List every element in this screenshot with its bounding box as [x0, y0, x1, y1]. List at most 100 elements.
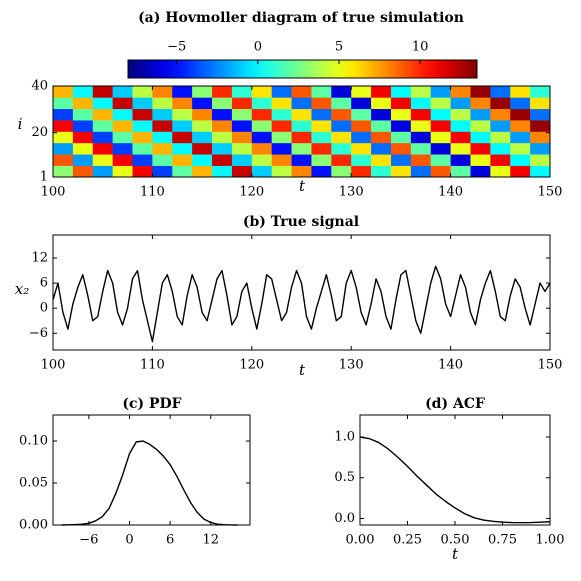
heat-cell — [331, 97, 352, 110]
heat-cell — [212, 97, 233, 110]
heat-cell — [351, 165, 372, 178]
heat-cell — [311, 86, 332, 98]
heat-cell — [212, 131, 233, 144]
y-axis-label: i — [18, 115, 23, 133]
heat-cell — [132, 97, 153, 110]
heat-cell — [311, 97, 332, 110]
heat-cell — [331, 108, 352, 121]
x-axis-label: t — [452, 545, 459, 563]
heat-cell — [510, 97, 531, 110]
heat-cell — [53, 86, 74, 98]
y-tick-label: 12 — [31, 251, 48, 266]
heat-cell — [371, 154, 392, 166]
heat-cell — [72, 120, 94, 132]
heat-cell — [112, 154, 133, 166]
heat-cell — [351, 142, 372, 155]
heat-cell — [231, 165, 253, 178]
heat-cell — [371, 131, 392, 144]
heat-cell — [510, 154, 531, 166]
heat-cell — [470, 165, 491, 178]
heat-cell — [172, 131, 193, 144]
heat-cell — [112, 120, 133, 132]
heat-cell — [430, 108, 451, 121]
x-tick-label: 0.00 — [346, 533, 375, 548]
y-tick-label: 20 — [31, 125, 48, 140]
heat-cell — [390, 131, 412, 144]
heat-cell — [172, 108, 193, 121]
y-tick-label: 0.5 — [334, 470, 355, 485]
heat-cell — [490, 165, 511, 178]
heat-cell — [371, 165, 392, 178]
heat-cell — [450, 154, 471, 166]
heat-cell — [530, 165, 551, 178]
heat-cell — [231, 86, 253, 98]
heat-cell — [311, 120, 332, 132]
heat-cell — [72, 131, 94, 144]
heat-cell — [231, 120, 253, 132]
heat-cell — [470, 131, 491, 144]
y-tick-label: 0.10 — [19, 434, 48, 449]
line — [52, 265, 551, 343]
heat-cell — [112, 165, 133, 178]
heat-cell — [53, 97, 74, 110]
heat-cell — [192, 86, 213, 98]
heat-cell — [430, 154, 451, 166]
heat-cell — [430, 86, 451, 98]
heat-cell — [371, 108, 392, 121]
x-tick-label: 140 — [438, 185, 463, 200]
y-axis-label: x₂ — [15, 280, 29, 298]
heat-cell — [172, 120, 193, 132]
heat-cell — [132, 142, 153, 155]
x-tick-label: 130 — [339, 185, 364, 200]
heat-cell — [371, 142, 392, 155]
heat-cell — [192, 142, 213, 155]
heat-cell — [390, 165, 412, 178]
x-tick-label: 100 — [41, 185, 66, 200]
x-tick-label: 120 — [239, 185, 264, 200]
heat-cell — [470, 154, 491, 166]
heat-cell — [192, 120, 213, 132]
heat-cell — [371, 86, 392, 98]
heat-cell — [510, 108, 531, 121]
heat-cell — [92, 131, 113, 144]
colorbar — [127, 59, 478, 79]
heat-cell — [331, 120, 352, 132]
colorbar-tick-label: 5 — [335, 40, 343, 55]
heat-cell — [410, 142, 432, 155]
heat-cell — [251, 108, 272, 121]
x-tick-label: 12 — [202, 533, 219, 548]
heat-cell — [271, 108, 292, 121]
heat-cell — [152, 154, 173, 166]
heat-cell — [450, 131, 471, 144]
heat-cell — [450, 142, 471, 155]
heat-cell — [231, 97, 253, 110]
heat-cell — [192, 131, 213, 144]
x-tick-label: 150 — [538, 358, 563, 373]
heat-cell — [152, 86, 173, 98]
heat-cell — [92, 86, 113, 98]
heat-cell — [410, 131, 432, 144]
heat-cell — [410, 97, 432, 110]
y-tick-label: 0 — [40, 301, 48, 316]
heat-cell — [72, 86, 94, 98]
y-tick-label: 6 — [40, 276, 48, 291]
heat-cell — [450, 97, 471, 110]
heat-cell — [351, 154, 372, 166]
heat-cell — [311, 154, 332, 166]
x-tick-label: 140 — [438, 358, 463, 373]
heat-cell — [390, 154, 412, 166]
heat-cell — [530, 142, 551, 155]
x-tick-label: −6 — [79, 533, 98, 548]
axes-frame — [52, 85, 551, 178]
x-tick-label: 110 — [140, 185, 165, 200]
heat-cell — [390, 142, 412, 155]
heat-cell — [72, 165, 94, 178]
heat-cell — [311, 131, 332, 144]
heat-cell — [152, 165, 173, 178]
heat-cell — [351, 86, 372, 98]
heat-cell — [251, 86, 272, 98]
axes-frame — [52, 234, 551, 351]
heat-cell — [152, 120, 173, 132]
heat-cell — [53, 154, 74, 166]
heat-cell — [192, 165, 213, 178]
